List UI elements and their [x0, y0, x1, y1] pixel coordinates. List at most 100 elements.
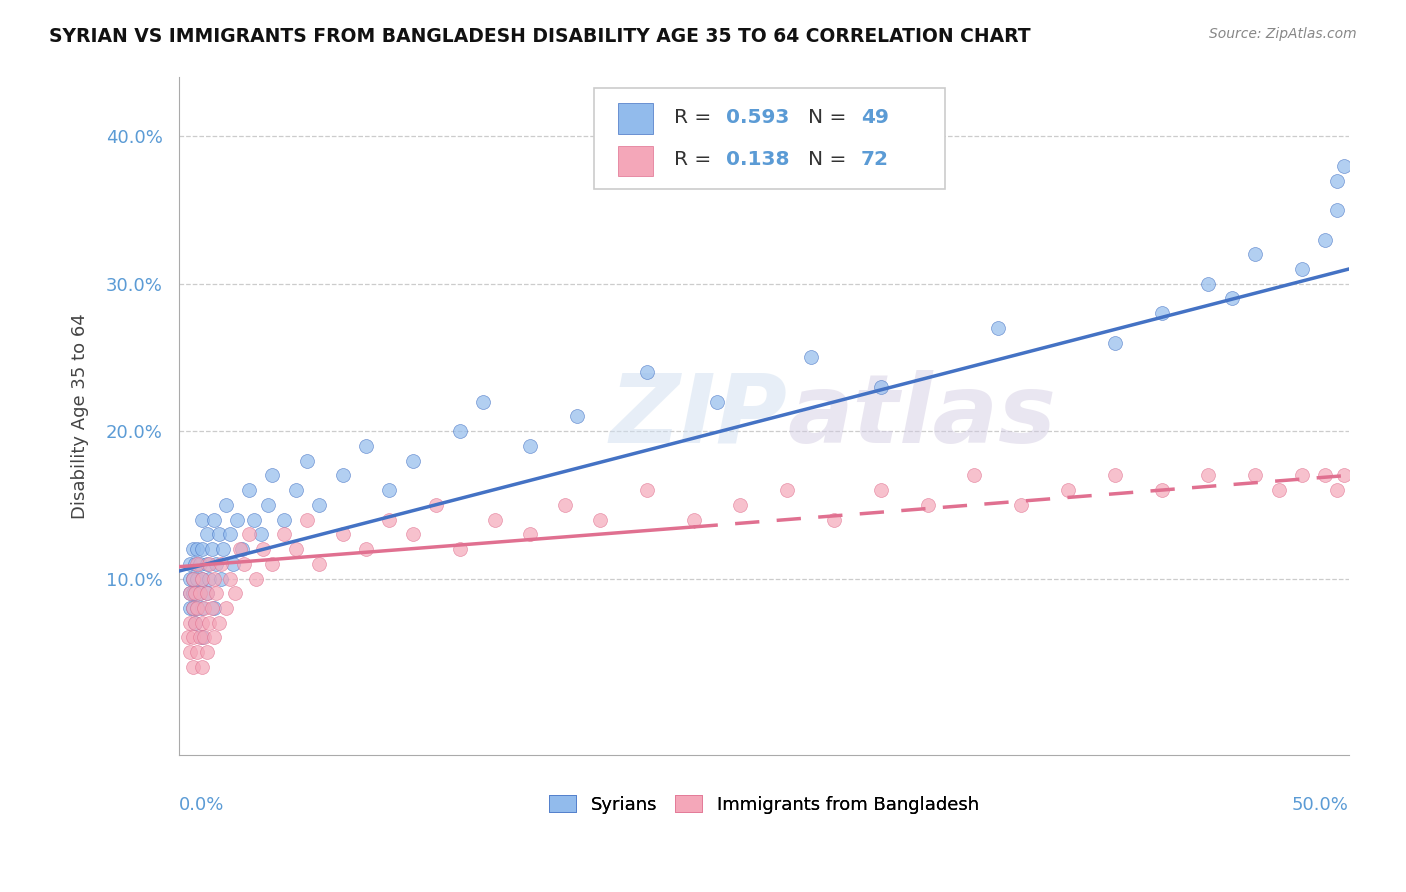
Point [198, 615, 221, 630]
Point [179, 572, 201, 586]
Point [1220, 292, 1243, 306]
Point [706, 394, 728, 409]
Point [332, 468, 354, 483]
Point [869, 380, 891, 394]
Point [1267, 483, 1289, 497]
Point [184, 557, 207, 571]
Point [449, 542, 471, 557]
Point [233, 557, 256, 571]
Point [1333, 468, 1355, 483]
Point [1104, 335, 1126, 350]
Point [308, 557, 330, 571]
Point [179, 601, 201, 615]
Text: 0.593: 0.593 [727, 108, 790, 127]
Text: Source: ZipAtlas.com: Source: ZipAtlas.com [1209, 27, 1357, 41]
Point [188, 586, 211, 600]
Point [191, 615, 214, 630]
FancyBboxPatch shape [617, 146, 652, 177]
Point [1326, 203, 1348, 218]
Point [484, 512, 506, 526]
Point [963, 468, 986, 483]
Point [565, 409, 588, 424]
Point [1197, 468, 1219, 483]
Point [179, 586, 201, 600]
Point [354, 542, 377, 557]
Point [519, 439, 541, 453]
Point [214, 498, 236, 512]
FancyBboxPatch shape [617, 103, 652, 134]
Point [249, 527, 271, 541]
Point [224, 586, 246, 600]
Text: 49: 49 [860, 108, 889, 127]
Text: N =: N = [808, 108, 853, 127]
Point [181, 572, 204, 586]
FancyBboxPatch shape [595, 87, 945, 189]
Point [186, 542, 208, 557]
Point [245, 572, 267, 586]
Point [186, 557, 208, 571]
Point [378, 512, 401, 526]
Point [682, 512, 704, 526]
Point [1326, 173, 1348, 187]
Point [256, 498, 278, 512]
Point [179, 615, 201, 630]
Point [202, 631, 225, 645]
Text: 0.138: 0.138 [727, 150, 790, 169]
Point [202, 601, 225, 615]
Point [354, 439, 377, 453]
Point [188, 557, 211, 571]
Point [636, 483, 658, 497]
Point [1315, 233, 1337, 247]
Point [226, 512, 249, 526]
Text: 0.0%: 0.0% [179, 796, 224, 814]
Point [209, 572, 232, 586]
Point [284, 483, 307, 497]
Point [284, 542, 307, 557]
Point [1326, 483, 1348, 497]
Point [212, 542, 235, 557]
Point [191, 601, 214, 615]
Point [200, 601, 222, 615]
Point [193, 631, 215, 645]
Point [297, 512, 319, 526]
Point [221, 557, 243, 571]
Point [195, 527, 218, 541]
Point [238, 527, 260, 541]
Point [186, 572, 208, 586]
Point [186, 601, 208, 615]
Point [308, 498, 330, 512]
Point [209, 557, 232, 571]
Point [219, 527, 242, 541]
Point [181, 601, 204, 615]
Point [730, 498, 752, 512]
Point [181, 542, 204, 557]
Point [181, 601, 204, 615]
Point [181, 586, 204, 600]
Point [200, 542, 222, 557]
Point [519, 527, 541, 541]
Point [186, 601, 208, 615]
Point [402, 527, 425, 541]
Point [191, 631, 214, 645]
Point [205, 586, 228, 600]
Point [188, 631, 211, 645]
Legend: Syrians, Immigrants from Bangladesh: Syrians, Immigrants from Bangladesh [541, 789, 986, 821]
Text: ZIP: ZIP [609, 370, 787, 463]
Text: N =: N = [808, 150, 853, 169]
Point [273, 527, 295, 541]
Point [198, 557, 221, 571]
Point [181, 572, 204, 586]
Point [179, 645, 201, 659]
Point [402, 453, 425, 467]
Point [252, 542, 274, 557]
Point [1150, 483, 1173, 497]
Point [425, 498, 447, 512]
Point [1244, 247, 1267, 261]
Point [207, 615, 229, 630]
Point [188, 586, 211, 600]
Point [800, 351, 823, 365]
Point [191, 572, 214, 586]
Point [262, 468, 284, 483]
Point [186, 645, 208, 659]
Point [449, 424, 471, 438]
